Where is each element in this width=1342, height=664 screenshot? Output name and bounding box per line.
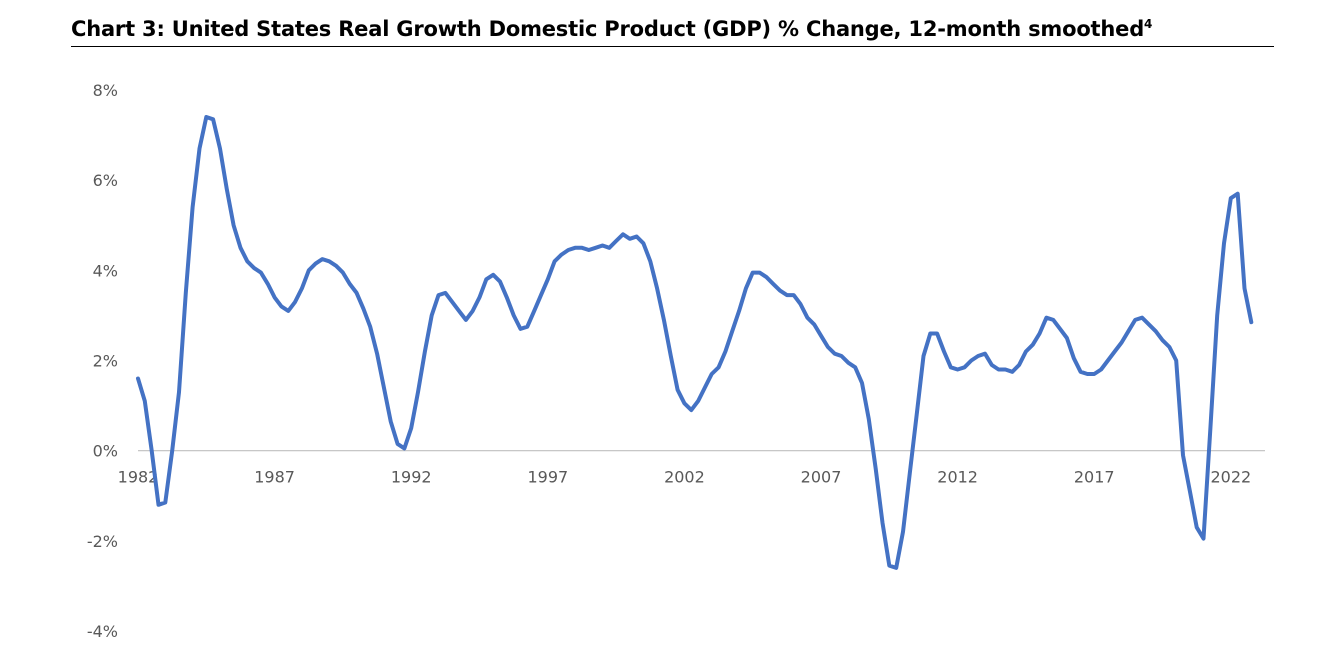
x-tick-label: 2002 xyxy=(664,468,705,487)
x-tick-label: 1992 xyxy=(391,468,432,487)
series-group xyxy=(136,115,1254,570)
x-tick-label: 1982 xyxy=(118,468,159,487)
y-tick-label: 4% xyxy=(93,261,118,280)
x-axis-ticks: 1982 1987 1992 1997 2002 2007 2012 2017 2022 xyxy=(118,468,1252,487)
x-tick-label: 1987 xyxy=(254,468,295,487)
chart-title-footnote: 4 xyxy=(1144,17,1153,31)
y-tick-label: 8% xyxy=(93,81,118,100)
gdp-series-line xyxy=(136,115,1254,570)
y-tick-label: 6% xyxy=(93,171,118,190)
y-tick-label: -4% xyxy=(87,622,118,641)
chart-title: Chart 3: United States Real Growth Domes… xyxy=(71,12,1274,46)
y-tick-label: -2% xyxy=(87,532,118,551)
y-tick-label: 2% xyxy=(93,352,118,371)
x-tick-label: 2017 xyxy=(1074,468,1115,487)
chart-title-text: Chart 3: United States Real Growth Domes… xyxy=(71,17,1145,41)
x-tick-label: 2012 xyxy=(937,468,978,487)
x-tick-label: 2007 xyxy=(801,468,842,487)
chart-title-bar: Chart 3: United States Real Growth Domes… xyxy=(71,12,1274,47)
x-tick-label: 1997 xyxy=(527,468,568,487)
y-tick-label: 0% xyxy=(93,442,118,461)
x-tick-label: 2022 xyxy=(1210,468,1251,487)
y-axis-ticks: 8% 6% 4% 2% 0% -2% -4% xyxy=(87,81,118,641)
